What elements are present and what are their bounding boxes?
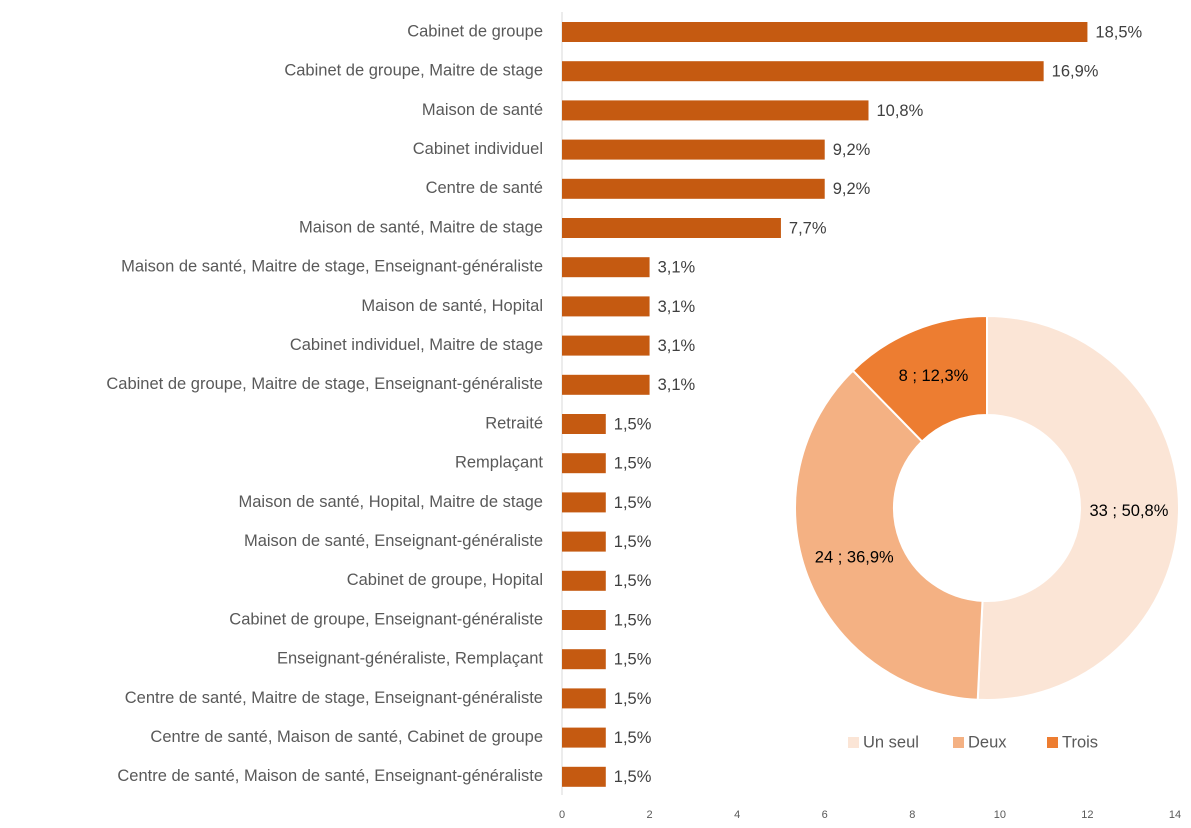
legend-label: Un seul [863, 733, 919, 751]
category-label: Maison de santé, Enseignant-généraliste [244, 532, 543, 550]
category-label: Cabinet individuel [413, 140, 543, 158]
category-label: Maison de santé [422, 101, 543, 119]
bar [562, 139, 825, 160]
category-label: Cabinet de groupe, Enseignant-généralist… [229, 610, 543, 628]
bar [562, 218, 781, 238]
donut-segment [794, 369, 984, 701]
bar [562, 649, 606, 670]
legend-label: Deux [968, 733, 1007, 751]
bar [562, 296, 650, 317]
bar [562, 610, 606, 630]
category-label: Maison de santé, Hopital, Maitre de stag… [238, 493, 543, 511]
legend-label: Trois [1062, 733, 1098, 751]
x-tick-label: 2 [647, 809, 653, 821]
donut-segment [976, 314, 1180, 701]
bar [562, 178, 825, 199]
bar [562, 727, 606, 748]
data-label: 10,8% [877, 102, 924, 120]
data-label: 3,1% [658, 337, 696, 355]
bar [562, 61, 1044, 82]
legend-swatch [848, 737, 859, 748]
category-label: Cabinet de groupe [407, 22, 543, 40]
data-label: 9,2% [833, 141, 871, 159]
data-label: 1,5% [614, 415, 652, 433]
data-label: 8 ; 12,3% [899, 367, 969, 385]
category-label: Cabinet individuel, Maitre de stage [290, 336, 543, 354]
bar [562, 374, 650, 395]
data-label: 1,5% [614, 455, 652, 473]
bar [562, 335, 650, 356]
category-label: Maison de santé, Maitre de stage, Enseig… [121, 258, 543, 276]
category-label: Centre de santé, Maison de santé, Enseig… [117, 767, 543, 785]
x-tick-label: 10 [994, 809, 1006, 821]
x-tick-label: 4 [734, 809, 740, 821]
bar [562, 453, 606, 474]
data-label: 1,5% [614, 611, 652, 629]
category-label: Centre de santé, Maitre de stage, Enseig… [125, 689, 543, 707]
category-label: Cabinet de groupe, Hopital [347, 571, 543, 589]
data-label: 1,5% [614, 533, 652, 551]
bar [562, 570, 606, 591]
data-label: 3,1% [658, 298, 696, 316]
category-label: Centre de santé, Maison de santé, Cabine… [150, 728, 543, 746]
data-label: 16,9% [1052, 63, 1099, 81]
category-label: Cabinet de groupe, Maitre de stage [284, 62, 543, 80]
category-label: Maison de santé, Maitre de stage [299, 218, 543, 236]
data-label: 3,1% [658, 259, 696, 277]
legend-swatch [953, 737, 964, 748]
category-label: Retraité [485, 414, 543, 432]
category-label: Centre de santé [426, 179, 543, 197]
data-label: 7,7% [789, 219, 827, 237]
data-label: 33 ; 50,8% [1090, 502, 1169, 520]
bar [562, 688, 606, 709]
bar [562, 22, 1088, 42]
x-tick-label: 12 [1081, 809, 1093, 821]
bar [562, 531, 606, 552]
bar [562, 492, 606, 513]
data-label: 1,5% [614, 690, 652, 708]
data-label: 1,5% [614, 572, 652, 590]
x-tick-label: 6 [822, 809, 828, 821]
bar [562, 100, 869, 121]
data-label: 9,2% [833, 180, 871, 198]
data-label: 3,1% [658, 376, 696, 394]
bar [562, 766, 606, 787]
data-label: 1,5% [614, 651, 652, 669]
x-tick-label: 0 [559, 809, 565, 821]
bar [562, 414, 606, 434]
legend-swatch [1047, 737, 1058, 748]
category-label: Maison de santé, Hopital [361, 297, 543, 315]
data-label: 1,5% [614, 729, 652, 747]
bar [562, 257, 650, 278]
x-tick-label: 8 [909, 809, 915, 821]
data-label: 24 ; 36,9% [815, 549, 894, 567]
donut-segment [851, 314, 988, 443]
category-label: Remplaçant [455, 454, 543, 472]
data-label: 18,5% [1095, 23, 1142, 41]
category-label: Cabinet de groupe, Maitre de stage, Ense… [106, 375, 543, 393]
data-label: 1,5% [614, 494, 652, 512]
category-label: Enseignant-généraliste, Remplaçant [277, 650, 543, 668]
data-label: 1,5% [614, 768, 652, 786]
x-tick-label: 14 [1169, 809, 1181, 821]
